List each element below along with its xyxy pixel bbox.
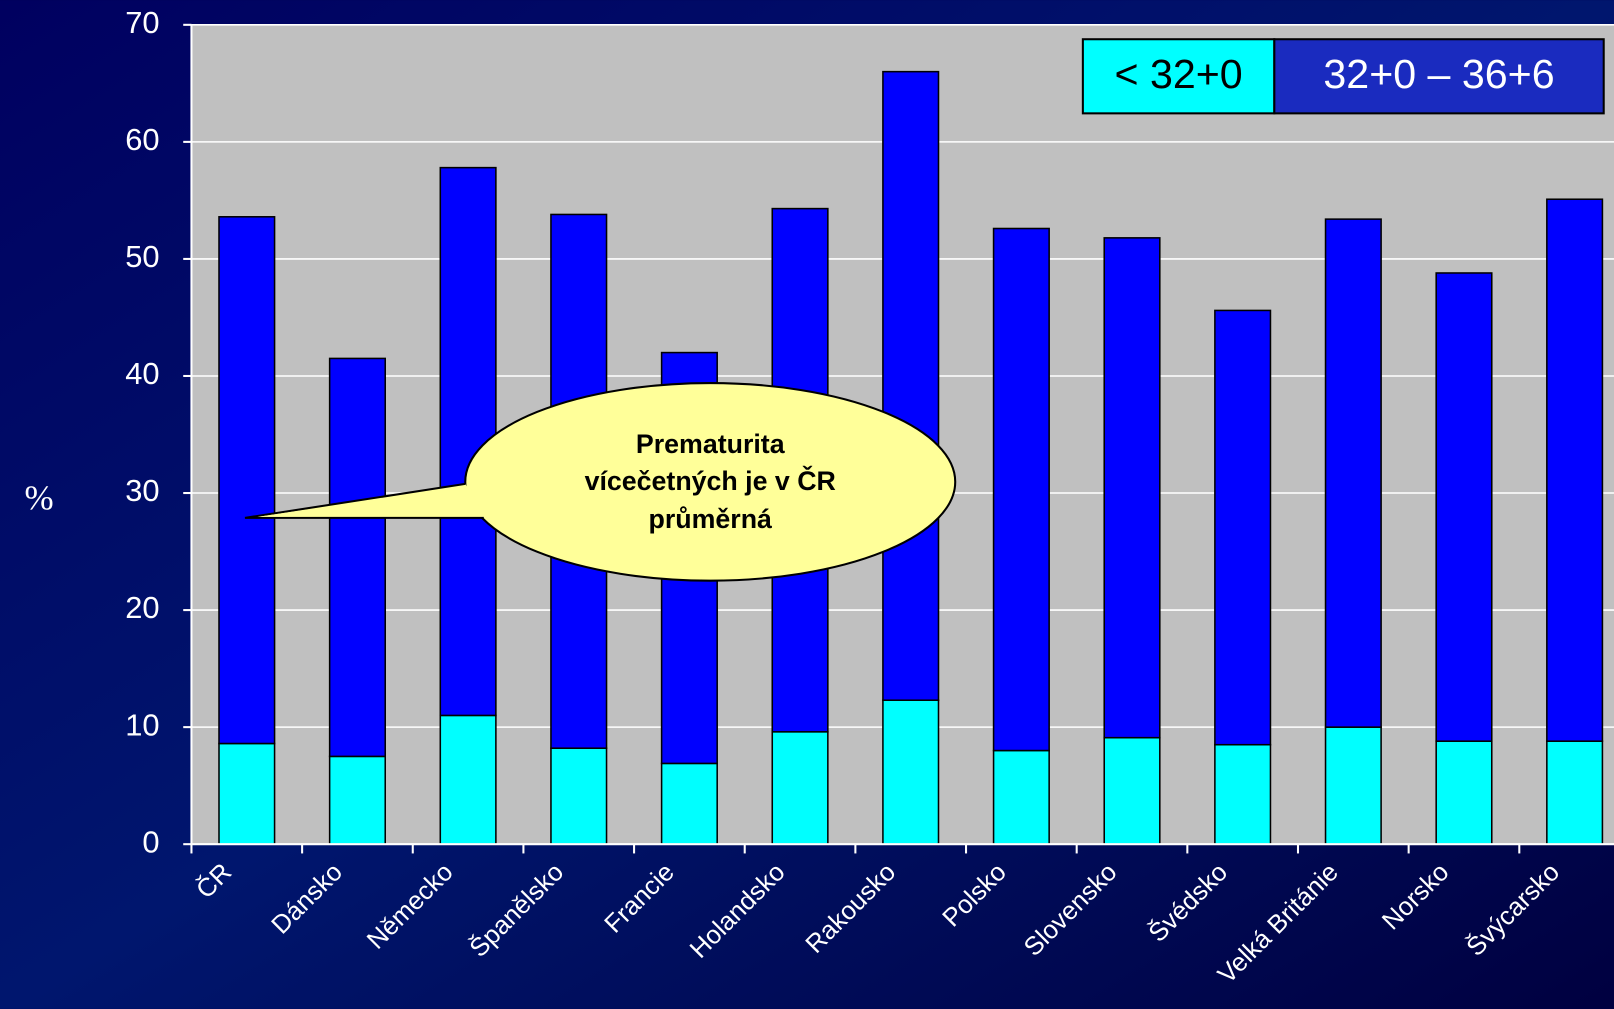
y-tick-label: 20	[125, 590, 159, 625]
bar-segment	[992, 227, 1050, 752]
callout-text: Prematurita	[636, 429, 786, 459]
y-tick-label: 30	[125, 473, 159, 508]
callout-bubble	[464, 382, 957, 582]
bar-segment	[1103, 736, 1161, 845]
bar-segment	[328, 357, 387, 758]
y-tick-label: 0	[142, 824, 159, 859]
bar-segment	[1214, 743, 1272, 845]
callout-text: vícečetných je v ČR	[585, 464, 836, 496]
bar-segment	[328, 755, 387, 845]
bar-segment	[550, 747, 608, 845]
legend: < 32+0 32+0 – 36+6	[1081, 38, 1605, 115]
bar-segment	[1214, 309, 1272, 746]
y-tick-label: 60	[125, 122, 159, 157]
callout-pointer-fill	[257, 485, 484, 517]
legend-swatch	[1273, 38, 1605, 115]
y-axis-label: %	[25, 478, 54, 517]
bar-segment	[218, 742, 276, 845]
bar-segment	[771, 731, 829, 845]
callout-text: průměrná	[649, 504, 773, 534]
y-tick-label: 50	[125, 239, 159, 274]
bar-segment	[1324, 726, 1382, 845]
y-tick-label: 70	[125, 5, 159, 40]
bar-segment	[439, 714, 497, 845]
bar-segment	[882, 699, 940, 845]
bar-segment	[218, 216, 276, 745]
bar-segment	[1324, 218, 1382, 728]
bar-segment	[882, 70, 940, 701]
legend-label: < 32+0	[1115, 51, 1243, 97]
callout: Prematurita vícečetných je v ČR průměrná	[244, 382, 957, 582]
bar-segment	[1546, 740, 1604, 845]
bar-segment	[660, 762, 718, 845]
bar-segment	[1546, 198, 1604, 742]
bar-segment	[1435, 272, 1493, 742]
legend-label: 32+0 – 36+6	[1323, 51, 1554, 97]
bar-segment	[992, 749, 1050, 845]
bar-segment	[1103, 237, 1161, 739]
bar-segment	[1435, 740, 1493, 845]
y-tick-label: 10	[125, 707, 159, 742]
y-tick-label: 40	[125, 356, 159, 391]
legend-swatch	[1081, 38, 1276, 115]
